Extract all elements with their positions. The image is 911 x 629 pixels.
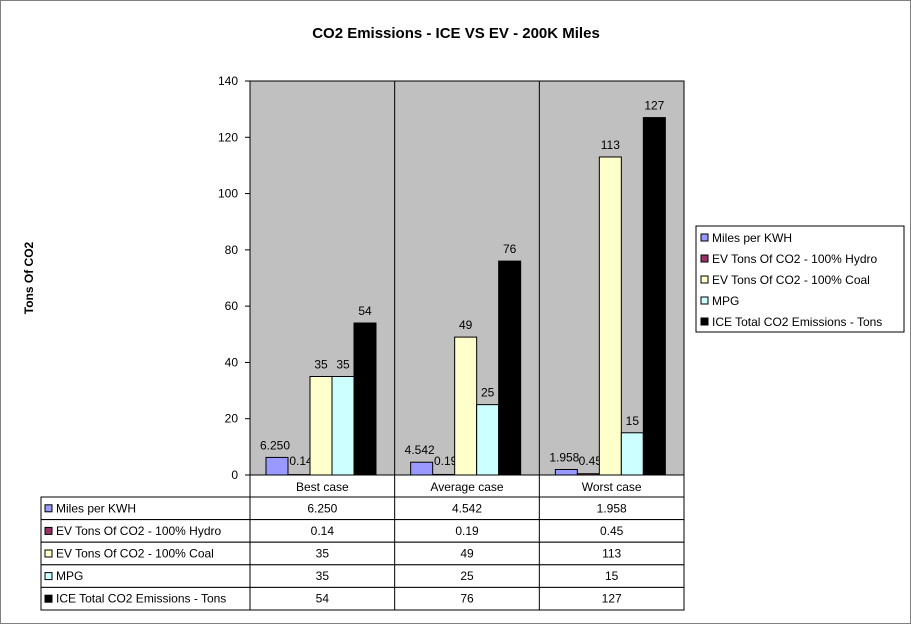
bar [621,433,643,475]
y-tick-label: 80 [225,243,239,257]
table-cell: 127 [602,592,622,606]
table-row-swatch [45,595,52,602]
table-row [41,565,684,588]
table-cell: 76 [460,592,474,606]
table-row-swatch [45,527,52,534]
bar [332,377,354,476]
table-row-swatch [45,550,52,557]
y-tick-label: 40 [225,355,239,369]
legend-label: EV Tons Of CO2 - 100% Coal [712,273,870,287]
bar [643,118,665,475]
table-cell: 35 [316,569,330,583]
bar [599,157,621,475]
bar [555,469,577,475]
data-label: 0.45 [579,454,603,468]
bar [455,337,477,475]
bar [354,323,376,475]
data-label: 25 [481,386,495,400]
legend: Miles per KWH EV Tons Of CO2 - 100% Hydro… [696,226,904,332]
table-row-label: EV Tons Of CO2 - 100% Hydro [56,524,222,538]
data-label: 35 [336,358,350,372]
data-label: 0.14 [289,454,313,468]
data-label: 4.542 [405,443,435,457]
bar [411,462,433,475]
data-label: 35 [314,358,328,372]
y-axis-label: Tons Of CO2 [22,241,36,314]
table-row-swatch [45,573,52,580]
y-tick-label: 120 [218,130,238,144]
table-cell: 0.14 [311,524,335,538]
y-tick-label: 20 [225,412,239,426]
table-cell: 0.19 [455,524,479,538]
table-cell: 6.250 [307,501,337,515]
data-label: 6.250 [260,438,290,452]
data-label: 1.958 [549,450,579,464]
category-label: Best case [296,480,349,494]
table-row-label: MPG [56,569,83,583]
bar [310,377,332,476]
y-tick-label: 0 [231,468,238,482]
table-row-swatch [45,505,52,512]
y-tick-label: 100 [218,187,238,201]
table-row-label: EV Tons Of CO2 - 100% Coal [56,547,214,561]
table-cell: 15 [605,569,619,583]
table-row [41,497,684,520]
table-cell: 113 [602,547,621,561]
table-cell: 25 [460,569,474,583]
data-label: 113 [601,138,620,152]
table-cell: 35 [316,547,330,561]
table-cell: 54 [316,592,330,606]
chart-title: CO2 Emissions - ICE VS EV - 200K Miles [312,25,600,42]
data-label: 127 [644,99,664,113]
category-label: Average case [430,480,503,494]
legend-label: MPG [712,294,739,308]
table-cell: 0.45 [600,524,624,538]
y-tick-label: 140 [218,74,238,88]
legend-swatch [701,234,708,241]
legend-swatch [701,276,708,283]
legend-label: Miles per KWH [712,231,792,245]
legend-label: EV Tons Of CO2 - 100% Hydro [712,252,878,266]
legend-swatch [701,297,708,304]
table-cell: 4.542 [452,501,482,515]
table-cell: 49 [460,547,474,561]
table-row-label: ICE Total CO2 Emissions - Tons [56,592,226,606]
bar [477,405,499,475]
legend-swatch [701,255,708,262]
legend-swatch [701,318,708,325]
y-tick-label: 60 [225,299,239,313]
bar [499,261,521,475]
data-label: 15 [626,414,640,428]
data-label: 0.19 [434,454,458,468]
data-label: 49 [459,318,473,332]
data-label: 54 [358,304,372,318]
table-cell: 1.958 [597,501,627,515]
bar [266,457,288,475]
category-label: Worst case [582,480,642,494]
table-row-label: Miles per KWH [56,501,136,515]
legend-label: ICE Total CO2 Emissions - Tons [712,315,882,329]
data-label: 76 [503,242,517,256]
plot-area: 0 20 40 60 80 100 120 140 6.250 4.542 1.958 0.14 0.1… [218,74,684,482]
